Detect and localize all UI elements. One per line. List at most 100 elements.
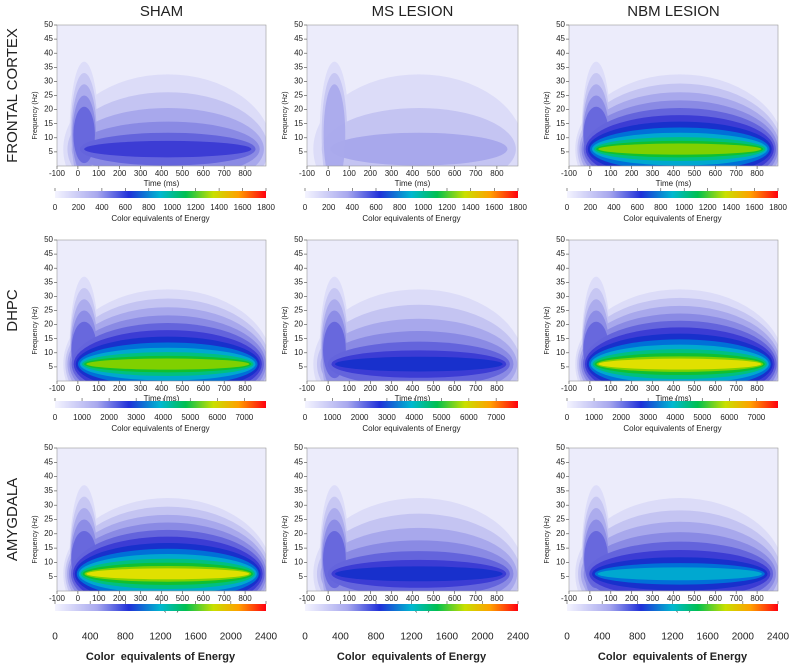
colorbar-tick-label: 3000: [378, 413, 396, 422]
x-tick-label: 500: [688, 169, 702, 178]
y-tick-label: 50: [294, 235, 303, 244]
y-tick-label: 40: [556, 263, 565, 272]
y-tick-label: 20: [44, 105, 53, 114]
x-tick-label: 0: [588, 384, 593, 393]
x-tick-label: 300: [134, 594, 148, 603]
x-tick-label: 100: [604, 594, 618, 603]
x-tick-label: 0: [76, 594, 81, 603]
y-tick-label: 40: [44, 263, 53, 272]
x-tick-label: 500: [688, 384, 702, 393]
x-axis-label: Time (ms): [144, 394, 180, 403]
y-tick-label: 45: [44, 457, 53, 466]
y-tick-label: 45: [556, 34, 565, 43]
y-tick-label: 30: [44, 500, 53, 509]
x-tick-label: 500: [427, 384, 441, 393]
x-tick-label: 400: [667, 169, 681, 178]
y-tick-label: 35: [44, 486, 53, 495]
y-axis-label: Frequency (Hz): [282, 306, 289, 354]
y-tick-label: 35: [294, 277, 303, 286]
contours: [575, 276, 778, 381]
colorbar-tick-label: 0: [303, 203, 308, 212]
contour-level: [335, 356, 503, 372]
x-tick-label: 200: [625, 384, 639, 393]
x-axis-label: Time (ms): [144, 179, 180, 188]
colorbar: [567, 191, 778, 198]
colorbar-tick-label: 600: [369, 203, 383, 212]
colorbar: [567, 401, 778, 408]
colorbar-tick-label: 1000: [73, 413, 91, 422]
y-tick-label: 5: [561, 362, 566, 371]
y-tick-label: 50: [294, 20, 303, 29]
y-tick-label: 25: [294, 306, 303, 315]
colorbar-tick-label: 1800: [257, 203, 275, 212]
y-tick-label: 10: [556, 348, 565, 357]
contour-level: [597, 567, 762, 581]
x-tick-label: 600: [197, 384, 211, 393]
x-axis-label: Time (ms): [656, 394, 692, 403]
x-tick-label: 300: [646, 384, 660, 393]
column-title: NBM LESION: [627, 3, 720, 20]
colorbar-label: Color equivalents of Energy: [86, 651, 236, 663]
x-tick-label: 700: [730, 169, 744, 178]
y-tick-label: 50: [44, 20, 53, 29]
contour-hump: [73, 106, 95, 164]
y-tick-label: 45: [556, 457, 565, 466]
y-tick-label: 25: [556, 306, 565, 315]
x-tick-label: 100: [604, 384, 618, 393]
x-tick-label: 600: [197, 594, 211, 603]
x-tick-label: 200: [364, 169, 378, 178]
x-tick-label: 0: [588, 169, 593, 178]
y-tick-label: 30: [294, 292, 303, 301]
y-tick-label: 30: [294, 500, 303, 509]
y-tick-label: 45: [44, 34, 53, 43]
y-tick-label: 5: [299, 572, 304, 581]
x-tick-label: -100: [561, 384, 578, 393]
x-tick-label: 100: [92, 169, 106, 178]
y-tick-label: 25: [44, 515, 53, 524]
y-tick-label: 40: [294, 48, 303, 57]
colorbar: [55, 401, 266, 408]
colorbar-tick-label: 2400: [507, 632, 530, 643]
x-tick-label: 800: [238, 384, 252, 393]
x-tick-label: -100: [299, 169, 316, 178]
colorbar-tick-label: 1200: [187, 203, 205, 212]
x-tick-label: 400: [406, 594, 420, 603]
y-tick-label: 15: [556, 334, 565, 343]
x-tick-label: 300: [134, 169, 148, 178]
y-tick-label: 20: [556, 529, 565, 538]
colorbar-tick-label: 400: [607, 203, 621, 212]
y-axis-label: Frequency (Hz): [282, 91, 289, 139]
x-tick-label: 700: [730, 594, 744, 603]
y-tick-label: 5: [49, 572, 54, 581]
colorbar-tick-label: 200: [584, 203, 598, 212]
colorbar-tick-label: 5000: [181, 413, 199, 422]
y-tick-label: 50: [556, 235, 565, 244]
y-tick-label: 50: [44, 235, 53, 244]
contours: [63, 485, 266, 591]
colorbar: [305, 604, 518, 611]
contour-level: [598, 143, 762, 155]
colorbar-label: Color equivalents of Energy: [111, 424, 209, 433]
x-tick-label: 400: [155, 169, 169, 178]
y-tick-label: 5: [561, 147, 566, 156]
colorbar: [305, 191, 518, 198]
y-tick-label: 35: [556, 486, 565, 495]
y-tick-label: 25: [294, 91, 303, 100]
y-tick-label: 45: [294, 457, 303, 466]
colorbar-tick-label: 2000: [351, 413, 369, 422]
colorbar-tick-label: 1000: [163, 203, 181, 212]
y-tick-label: 50: [556, 20, 565, 29]
colorbar-label: Color equivalents of Energy: [623, 424, 721, 433]
x-axis-label: Time (ms): [656, 179, 692, 188]
x-tick-label: 500: [176, 384, 190, 393]
colorbar-tick-label: 6000: [460, 413, 478, 422]
y-tick-label: 40: [294, 472, 303, 481]
x-tick-label: -100: [299, 594, 316, 603]
y-tick-label: 10: [556, 133, 565, 142]
y-tick-label: 45: [556, 249, 565, 258]
x-tick-label: -100: [49, 169, 66, 178]
colorbar-tick-label: 7000: [747, 413, 765, 422]
x-tick-label: 100: [343, 169, 357, 178]
